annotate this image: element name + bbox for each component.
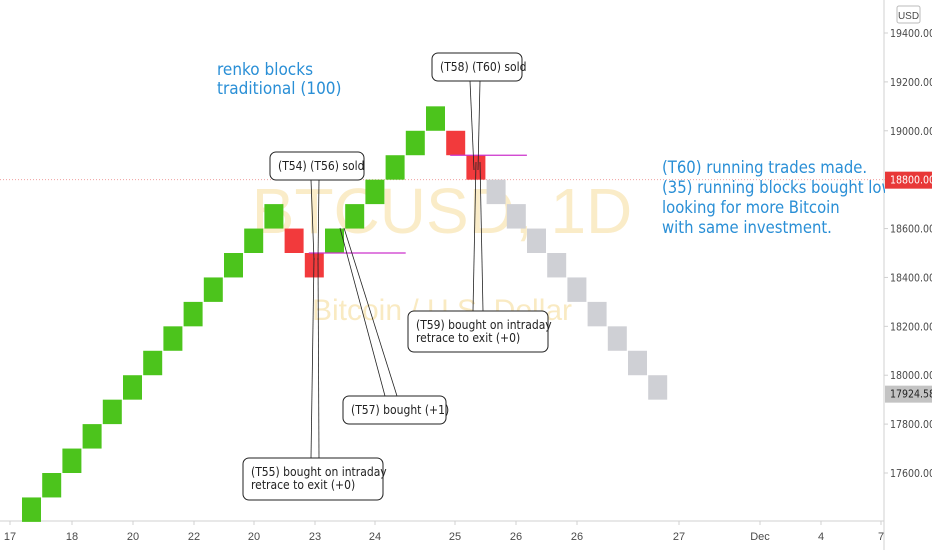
renko-brick-up xyxy=(325,228,344,253)
renko-brick-down xyxy=(284,228,304,253)
renko-brick-up xyxy=(183,301,203,327)
renko-brick-projected xyxy=(648,375,668,400)
currency-label: USD xyxy=(898,11,919,22)
renko-brick-up xyxy=(123,375,142,400)
x-tick-label: 23 xyxy=(309,531,321,543)
callout-box xyxy=(269,151,365,181)
renko-brick-up xyxy=(203,277,223,302)
renko-brick-up xyxy=(385,155,405,180)
renko-brick-up xyxy=(163,326,183,351)
note-side-line: (35) running blocks bought lower xyxy=(662,178,910,197)
callout-pointer-line xyxy=(339,227,386,397)
callout-text: (T58) (T60) sold xyxy=(440,60,526,74)
x-tick-label: 18 xyxy=(66,531,78,543)
callout-pointer-line xyxy=(310,257,315,459)
note-title-line: traditional (100) xyxy=(217,79,342,99)
renko-brick-up xyxy=(82,424,102,449)
renko-brick-projected xyxy=(486,179,506,205)
y-tick-label: 18000.00 xyxy=(890,370,932,382)
renko-brick-up xyxy=(42,473,62,498)
note-side-line: with same investment. xyxy=(662,218,832,237)
callout-pointer-line xyxy=(317,179,320,261)
note-title-line: renko blocks xyxy=(217,60,313,80)
callout-text: (T55) bought on intraday xyxy=(251,465,387,479)
x-tick-label: 26 xyxy=(571,531,583,543)
x-tick-label: 7 xyxy=(878,531,884,543)
renko-brick-up xyxy=(244,228,264,253)
x-tick-label: 17 xyxy=(4,531,16,543)
price-label-crosshair: 18800.00 xyxy=(890,175,932,187)
callout-text: (T54) (T56) sold xyxy=(278,159,364,173)
renko-brick-up xyxy=(345,204,365,229)
callout-box xyxy=(342,395,447,425)
currency-box xyxy=(896,5,921,24)
x-tick-label: 24 xyxy=(369,531,381,543)
renko-brick-projected xyxy=(628,350,647,376)
renko-brick-down xyxy=(304,253,324,278)
x-tick-label: 4 xyxy=(818,531,824,543)
callout-text: retrace to exit (+0) xyxy=(251,478,355,492)
x-tick-label: 20 xyxy=(127,531,139,543)
renko-brick-up xyxy=(143,350,163,376)
price-axis-background xyxy=(885,0,932,550)
note-side-line: (T60) running trades made. xyxy=(662,158,867,177)
callout-pointer-line xyxy=(469,80,475,171)
renko-brick-up xyxy=(62,448,82,473)
renko-brick-up xyxy=(224,253,243,278)
renko-brick-projected xyxy=(527,228,546,253)
y-tick-label: 19200.00 xyxy=(890,77,932,89)
callout-box xyxy=(431,52,523,82)
y-tick-label: 18600.00 xyxy=(890,224,932,236)
callout-box xyxy=(407,310,549,353)
callout-pointer-line xyxy=(317,257,320,459)
callout-pointer-line xyxy=(343,227,398,397)
x-tick-label: 27 xyxy=(673,531,685,543)
callout-pointer-line xyxy=(472,161,477,312)
y-tick-label: 18200.00 xyxy=(890,321,932,333)
renko-brick-down xyxy=(446,130,466,156)
y-tick-label: 19400.00 xyxy=(890,28,932,40)
renko-brick-projected xyxy=(607,326,627,351)
renko-brick-up xyxy=(102,399,122,425)
renko-brick-projected xyxy=(567,277,587,302)
callout-pointer-line xyxy=(479,161,484,312)
callout-text: (T59) bought on intraday xyxy=(416,318,552,332)
y-tick-label: 19000.00 xyxy=(890,126,932,138)
x-tick-label: 22 xyxy=(188,531,200,543)
renko-brick-up xyxy=(365,179,385,205)
y-tick-label: 17800.00 xyxy=(890,419,932,431)
watermark-symbol: BTCUSD, 1D xyxy=(252,175,633,247)
callout-text: retrace to exit (+0) xyxy=(416,331,520,345)
callout-pointer-line xyxy=(310,179,315,261)
callout-box xyxy=(242,457,384,501)
x-tick-label: 20 xyxy=(248,531,260,543)
price-label-last: 17924.58 xyxy=(890,389,932,401)
callout-pointer-line xyxy=(477,80,481,171)
renko-brick-up xyxy=(264,204,284,229)
y-tick-label: 18400.00 xyxy=(890,272,932,284)
x-tick-label: Dec xyxy=(750,531,770,543)
price-label-bg-last xyxy=(885,385,932,403)
renko-brick-projected xyxy=(587,301,607,327)
y-tick-label: 17600.00 xyxy=(890,468,932,480)
renko-brick-projected xyxy=(547,253,567,278)
renko-brick-up xyxy=(22,497,41,522)
renko-brick-up xyxy=(405,130,425,156)
callout-text: (T57) bought (+1) xyxy=(351,403,449,417)
x-tick-label: 25 xyxy=(449,531,461,543)
note-side-line: looking for more Bitcoin xyxy=(662,198,840,217)
renko-brick-up xyxy=(426,106,445,131)
price-label-bg-crosshair xyxy=(885,171,932,189)
renko-brick-projected xyxy=(506,204,526,229)
x-tick-label: 26 xyxy=(510,531,522,543)
